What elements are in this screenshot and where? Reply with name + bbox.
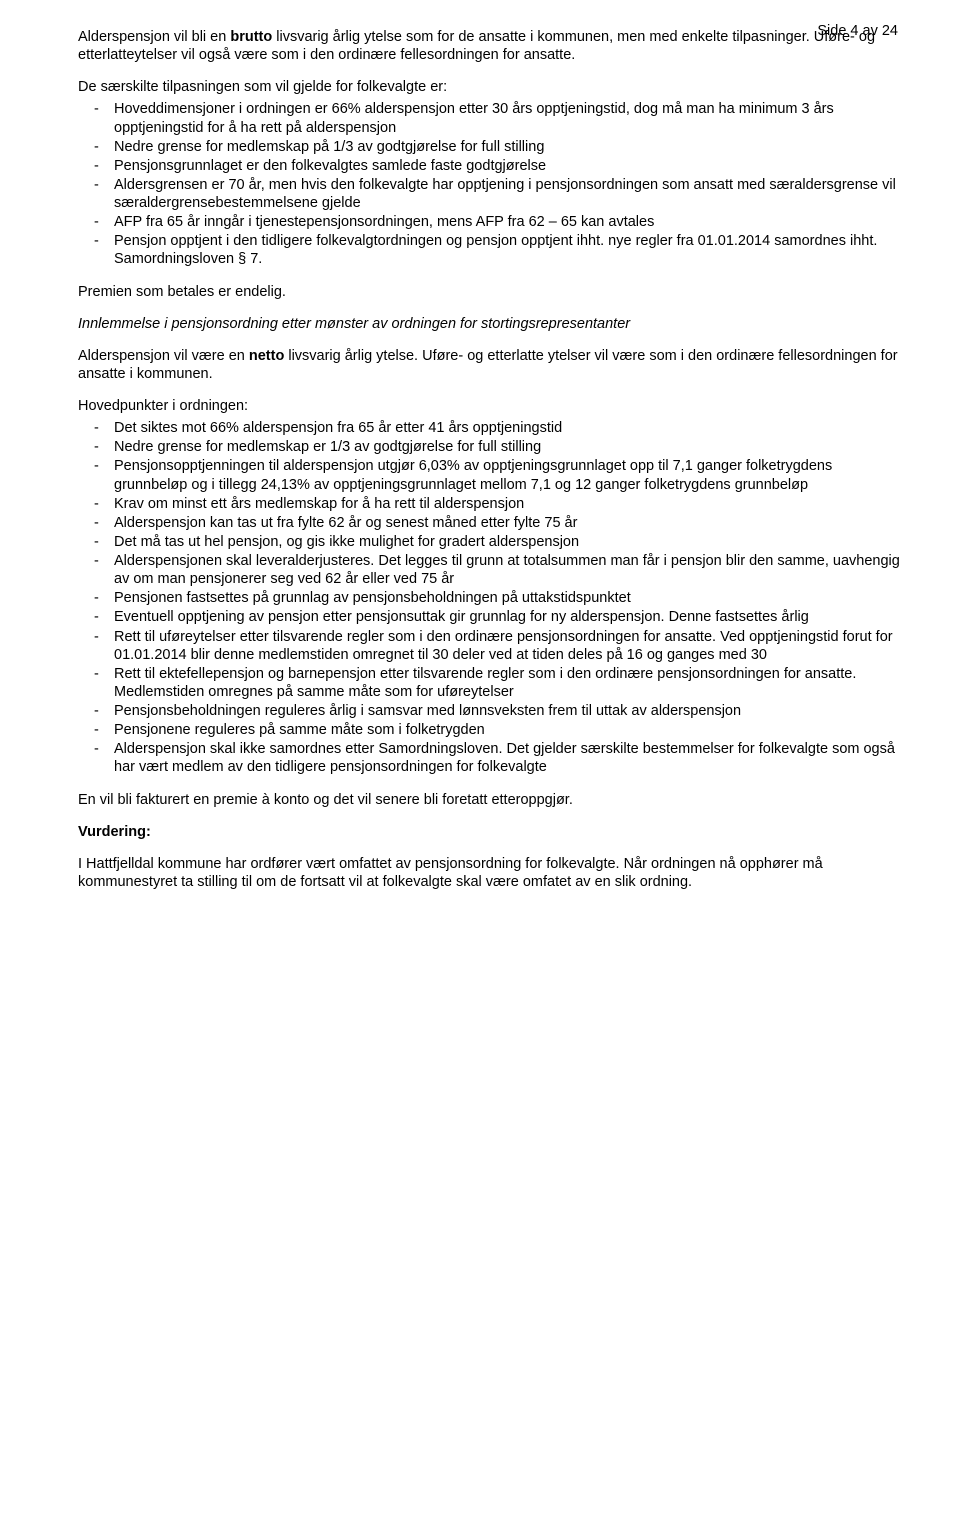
- list-item: Alderspensjon skal ikke samordnes etter …: [78, 740, 900, 776]
- list-item: Hoveddimensjoner i ordningen er 66% alde…: [78, 100, 900, 136]
- list-item: Alderspensjon kan tas ut fra fylte 62 år…: [78, 514, 900, 532]
- bold-text: netto: [249, 348, 284, 364]
- paragraph-italic: Innlemmelse i pensjonsordning etter møns…: [78, 315, 900, 333]
- paragraph-intro: Alderspensjon vil bli en brutto livsvari…: [78, 28, 900, 64]
- list-item: Pensjonen fastsettes på grunnlag av pens…: [78, 589, 900, 607]
- list-item: AFP fra 65 år inngår i tjenestepensjonso…: [78, 213, 900, 231]
- page-number: Side 4 av 24: [817, 22, 898, 40]
- list-item: Rett til ektefellepensjon og barnepensjo…: [78, 665, 900, 701]
- list-item: Det må tas ut hel pensjon, og gis ikke m…: [78, 533, 900, 551]
- paragraph-hovedpunkter: Hovedpunkter i ordningen:: [78, 397, 900, 415]
- list-tilpasninger: Hoveddimensjoner i ordningen er 66% alde…: [78, 100, 900, 268]
- paragraph-premie: Premien som betales er endelig.: [78, 283, 900, 301]
- document-page: Side 4 av 24 Alderspensjon vil bli en br…: [0, 0, 960, 1520]
- paragraph-intro-list: De særskilte tilpasningen som vil gjelde…: [78, 78, 900, 96]
- list-item: Nedre grense for medlemskap er 1/3 av go…: [78, 438, 900, 456]
- heading-vurdering: Vurdering:: [78, 823, 900, 841]
- list-item: Pensjonsbeholdningen reguleres årlig i s…: [78, 702, 900, 720]
- paragraph-netto: Alderspensjon vil være en netto livsvari…: [78, 347, 900, 383]
- list-item: Krav om minst ett års medlemskap for å h…: [78, 495, 900, 513]
- list-item: Eventuell opptjening av pensjon etter pe…: [78, 608, 900, 626]
- list-item: Pensjon opptjent i den tidligere folkeva…: [78, 232, 900, 268]
- paragraph-fakturert: En vil bli fakturert en premie à konto o…: [78, 791, 900, 809]
- list-hovedpunkter: Det siktes mot 66% alderspensjon fra 65 …: [78, 419, 900, 776]
- list-item: Pensjonsgrunnlaget er den folkevalgtes s…: [78, 157, 900, 175]
- list-item: Aldersgrensen er 70 år, men hvis den fol…: [78, 176, 900, 212]
- list-item: Alderspensjonen skal leveralderjusteres.…: [78, 552, 900, 588]
- text: Alderspensjon vil være en: [78, 348, 249, 364]
- text: Alderspensjon vil bli en: [78, 29, 230, 45]
- list-item: Pensjonene reguleres på samme måte som i…: [78, 721, 900, 739]
- list-item: Nedre grense for medlemskap på 1/3 av go…: [78, 138, 900, 156]
- bold-text: brutto: [230, 29, 272, 45]
- list-item: Rett til uføreytelser etter tilsvarende …: [78, 628, 900, 664]
- list-item: Pensjonsopptjenningen til alderspensjon …: [78, 457, 900, 493]
- paragraph-vurdering: I Hattfjelldal kommune har ordfører vært…: [78, 855, 900, 891]
- list-item: Det siktes mot 66% alderspensjon fra 65 …: [78, 419, 900, 437]
